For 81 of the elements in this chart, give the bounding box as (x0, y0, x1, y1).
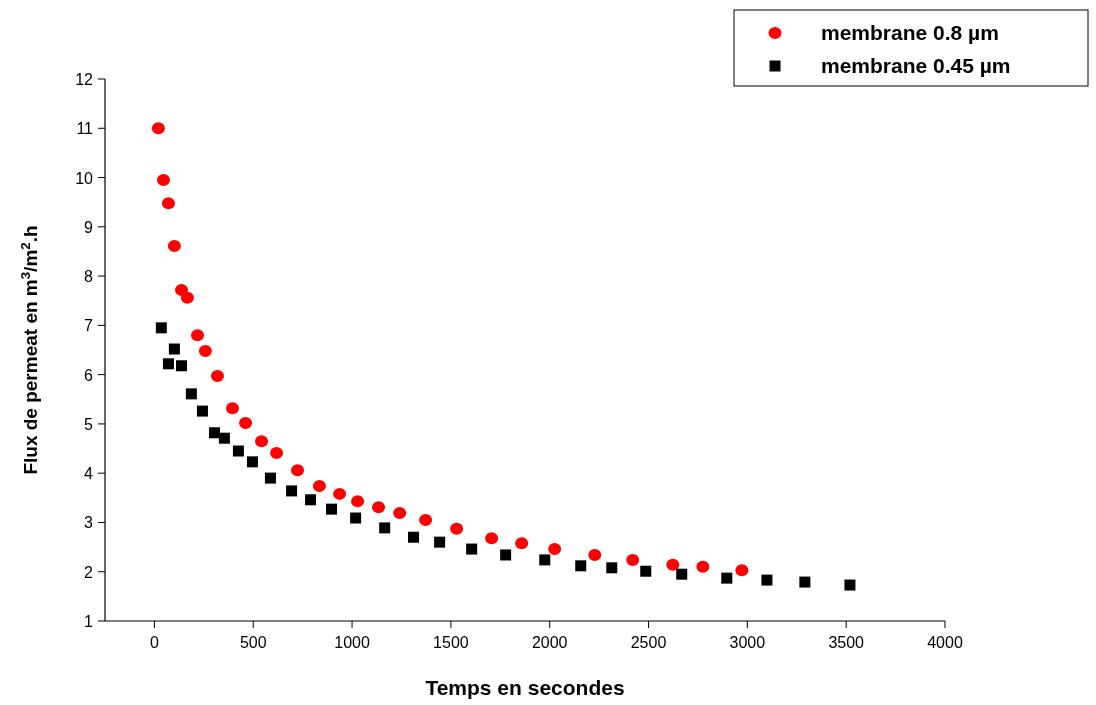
point (450, 522, 464, 535)
point (844, 579, 856, 591)
point (162, 358, 174, 370)
point (191, 329, 204, 342)
y-tick-label: 1 (84, 613, 94, 630)
point (575, 560, 587, 572)
point (666, 558, 680, 571)
point (676, 568, 688, 580)
point (434, 536, 446, 548)
point (232, 445, 244, 457)
point (500, 549, 512, 561)
point (270, 446, 284, 459)
point (239, 416, 253, 429)
y-tick-label: 4 (84, 465, 94, 483)
point (466, 543, 478, 555)
point (515, 537, 529, 550)
point (696, 560, 710, 573)
y-tick-label: 10 (75, 169, 94, 187)
point (350, 512, 362, 524)
y-tick-label: 3 (84, 514, 94, 532)
x-tick-label: 0 (149, 634, 159, 651)
point (408, 531, 420, 543)
point (626, 553, 640, 566)
y-tick-label: 12 (75, 71, 94, 88)
point (185, 388, 197, 400)
point (305, 494, 317, 506)
point (606, 562, 618, 574)
point (588, 548, 602, 561)
x-tick-label: 3000 (729, 634, 766, 651)
point (196, 405, 208, 417)
x-tick-label: 4000 (927, 634, 963, 651)
x-tick-label: 3500 (828, 634, 865, 651)
point (155, 322, 167, 334)
legend-label: membrane 0.8 µm (821, 21, 999, 44)
point (175, 360, 187, 372)
y-tick-label: 2 (84, 563, 94, 581)
point (393, 507, 407, 520)
y-tick-label: 8 (84, 268, 94, 286)
y-tick-label: 6 (84, 366, 94, 384)
point (721, 572, 733, 584)
y-tick-label: 7 (84, 317, 94, 335)
x-tick-label: 1000 (334, 634, 370, 651)
point (419, 513, 433, 526)
point (485, 532, 499, 545)
point (209, 427, 220, 439)
point (157, 174, 170, 187)
legend-label: membrane 0.45 µm (821, 54, 1011, 77)
point (167, 240, 181, 253)
point (168, 343, 180, 355)
y-tick-label: 9 (84, 218, 94, 236)
point (255, 435, 269, 448)
x-tick-label: 2000 (531, 634, 568, 651)
point (372, 501, 386, 514)
point (548, 543, 562, 556)
point (225, 402, 239, 415)
point (180, 291, 194, 304)
x-tick-label: 500 (239, 634, 267, 651)
point (539, 554, 551, 566)
point (761, 574, 773, 586)
point (291, 464, 305, 477)
point (735, 564, 749, 577)
x-tick-label: 2500 (630, 634, 667, 651)
y-tick-label: 5 (84, 415, 94, 433)
point (326, 503, 337, 515)
point (246, 456, 258, 468)
point (312, 479, 326, 492)
point (640, 565, 652, 577)
point (198, 344, 212, 357)
point (210, 370, 224, 383)
x-axis-title: Temps en secondes (425, 676, 625, 699)
point (161, 197, 175, 210)
point (379, 522, 391, 534)
point (151, 122, 165, 135)
point (351, 495, 365, 508)
point (218, 432, 230, 444)
x-tick-label: 1500 (433, 634, 469, 651)
point (264, 472, 276, 484)
point (286, 485, 298, 497)
point (799, 576, 811, 588)
y-tick-label: 11 (76, 120, 94, 138)
point (333, 487, 347, 500)
